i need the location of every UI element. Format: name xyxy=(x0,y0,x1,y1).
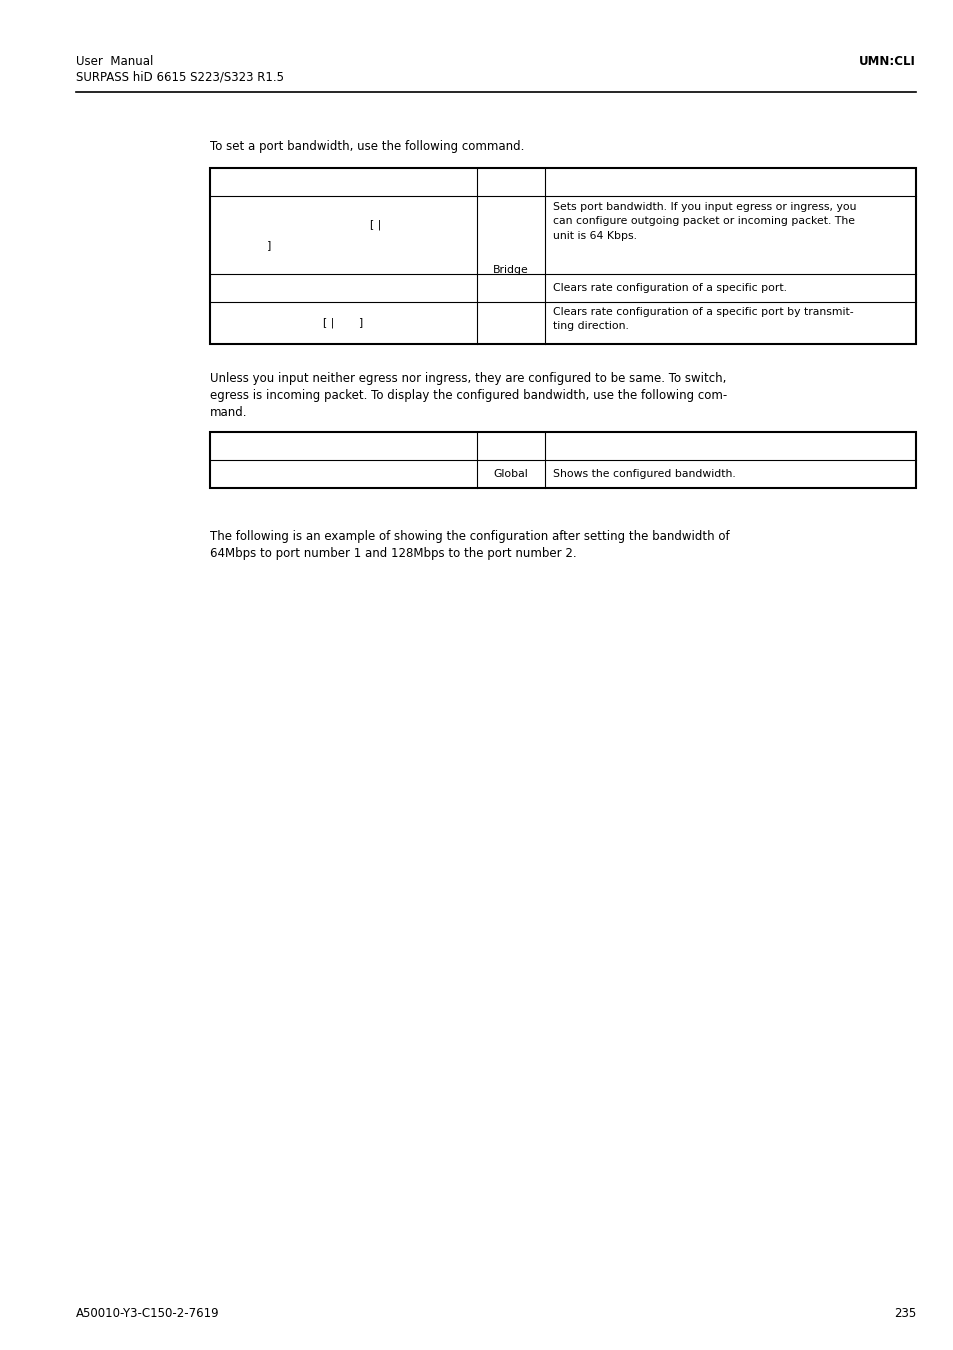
Text: [ |: [ | xyxy=(370,220,381,231)
Text: mand.: mand. xyxy=(210,406,247,418)
Text: Unless you input neither egress nor ingress, they are configured to be same. To : Unless you input neither egress nor ingr… xyxy=(210,373,725,385)
Text: SURPASS hiD 6615 S223/S323 R1.5: SURPASS hiD 6615 S223/S323 R1.5 xyxy=(76,72,284,84)
Text: Shows the configured bandwidth.: Shows the configured bandwidth. xyxy=(553,468,736,479)
Text: A50010-Y3-C150-2-7619: A50010-Y3-C150-2-7619 xyxy=(76,1307,219,1320)
Text: The following is an example of showing the configuration after setting the bandw: The following is an example of showing t… xyxy=(210,531,729,543)
Bar xyxy=(210,167,915,344)
Text: 64Mbps to port number 1 and 128Mbps to the port number 2.: 64Mbps to port number 1 and 128Mbps to t… xyxy=(210,547,576,560)
Text: To set a port bandwidth, use the following command.: To set a port bandwidth, use the followi… xyxy=(210,140,524,153)
Text: Global: Global xyxy=(494,468,528,479)
Text: [ |       ]: [ | ] xyxy=(323,317,363,328)
Text: Sets port bandwidth. If you input egress or ingress, you
can configure outgoing : Sets port bandwidth. If you input egress… xyxy=(553,202,856,240)
Text: 235: 235 xyxy=(893,1307,915,1320)
Text: ]: ] xyxy=(266,240,271,250)
Text: Bridge: Bridge xyxy=(493,265,528,275)
Text: UMN:CLI: UMN:CLI xyxy=(859,55,915,68)
Bar xyxy=(210,432,915,487)
Text: Clears rate configuration of a specific port.: Clears rate configuration of a specific … xyxy=(553,284,786,293)
Text: Clears rate configuration of a specific port by transmit-
ting direction.: Clears rate configuration of a specific … xyxy=(553,306,853,331)
Text: User  Manual: User Manual xyxy=(76,55,153,68)
Text: egress is incoming packet. To display the configured bandwidth, use the followin: egress is incoming packet. To display th… xyxy=(210,389,726,402)
